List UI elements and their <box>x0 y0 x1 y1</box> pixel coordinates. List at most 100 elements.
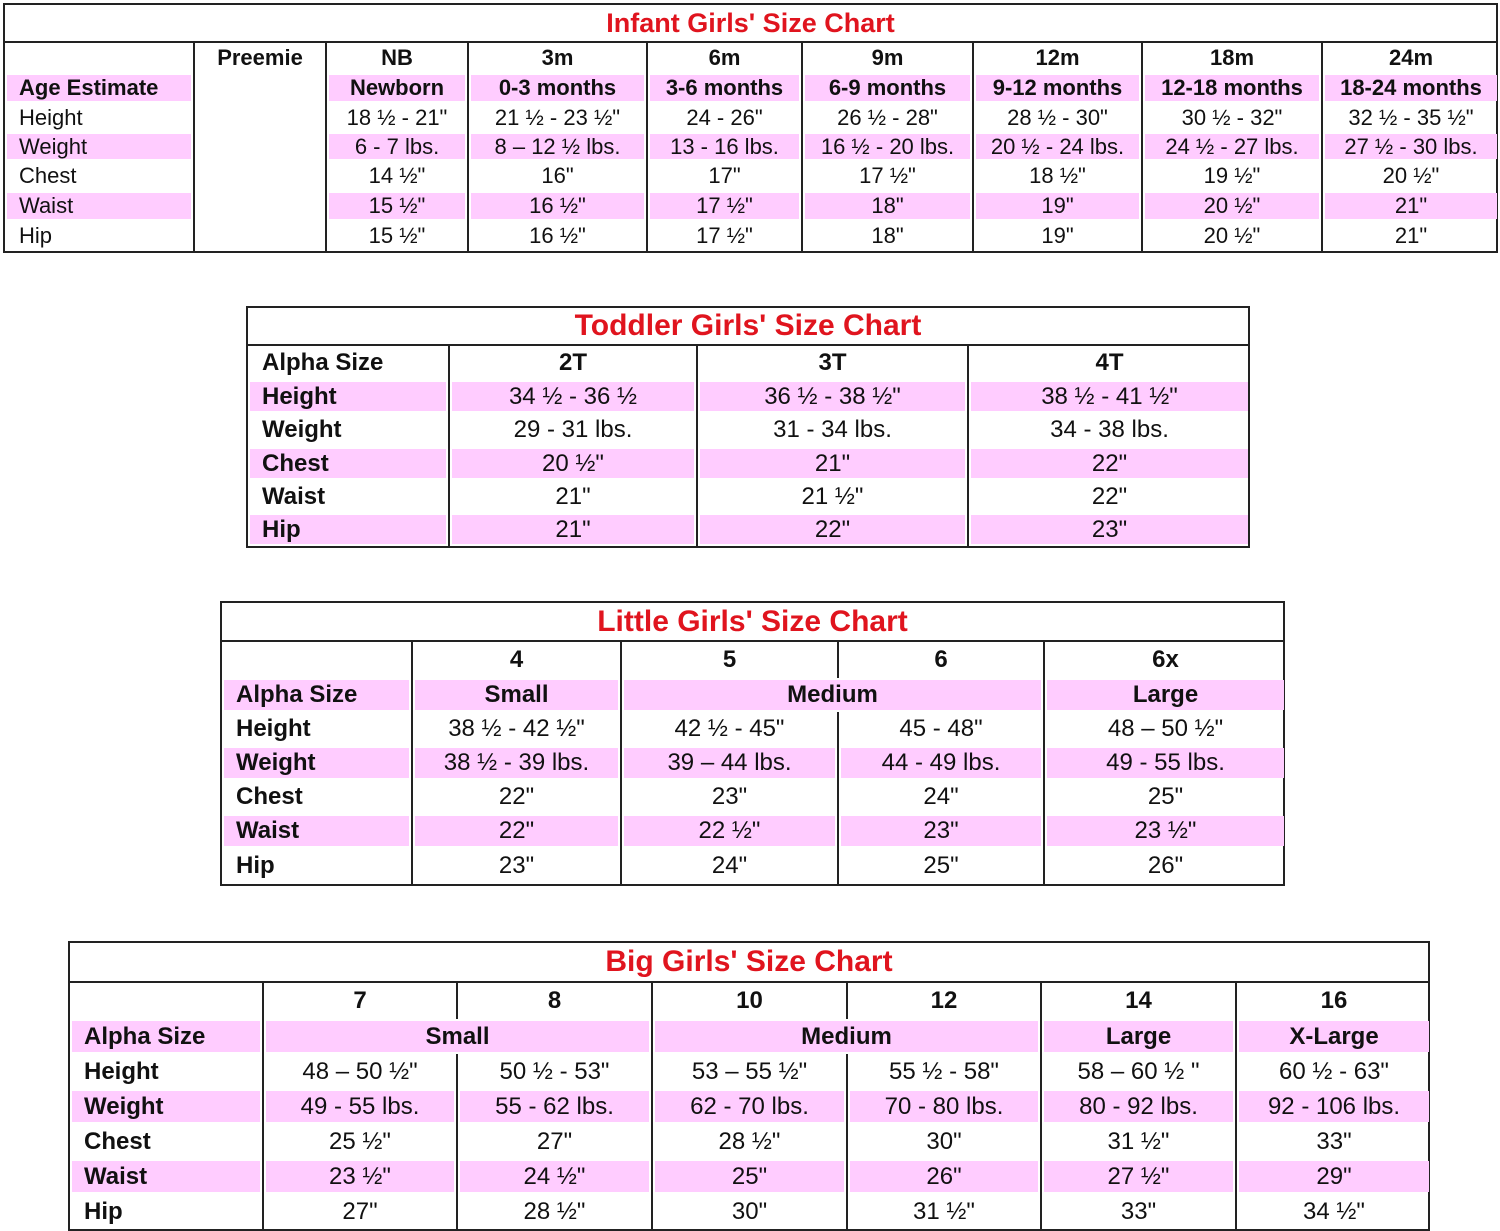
row-label: Alpha Size <box>70 1019 263 1054</box>
table-cell <box>193 161 326 191</box>
row-label: Chest <box>70 1124 263 1159</box>
table-cell: NB <box>325 43 468 73</box>
table-cell: 23 ½" <box>262 1159 457 1194</box>
row-label: Weight <box>70 1089 263 1124</box>
table-cell: 21" <box>1321 191 1499 221</box>
table-cell-text: 33" <box>1120 1198 1157 1225</box>
table-cell: 39 – 44 lbs. <box>620 746 838 780</box>
table-cell-text: 7 <box>353 987 367 1014</box>
row-label-text: Hip <box>236 852 275 879</box>
row-label-text: Chest <box>19 163 77 188</box>
table-cell: 30" <box>651 1194 847 1229</box>
table-cell: 80 - 92 lbs. <box>1040 1089 1236 1124</box>
table-cell: 33" <box>1040 1194 1236 1229</box>
table-cell-text: 30" <box>926 1128 962 1155</box>
table-cell-text: 17" <box>708 163 741 188</box>
table-cell: 17 ½" <box>801 161 973 191</box>
row-label: Weight <box>222 746 412 780</box>
table-cell: 25" <box>651 1159 847 1194</box>
table-cell-text: 4 <box>509 646 524 673</box>
table-cell-text: 49 - 55 lbs. <box>266 1091 454 1122</box>
table-cell: 24 ½ - 27 lbs. <box>1141 132 1322 161</box>
table-cell-text: 21 ½" <box>801 483 864 510</box>
table-cell-text: Medium <box>624 680 1041 710</box>
row-label: Height <box>5 103 194 132</box>
table-cell: X-Large <box>1235 1019 1431 1054</box>
table-cell: 20 ½" <box>1321 161 1499 191</box>
row-label-text: Waist <box>224 816 409 846</box>
table-cell-text: 19" <box>976 193 1139 219</box>
table-cell: 60 ½ - 63" <box>1235 1054 1431 1089</box>
table-cell: 26 ½ - 28" <box>801 103 973 132</box>
table-cell: 17 ½" <box>646 221 802 251</box>
table-cell: 12 <box>846 983 1041 1019</box>
table-cell-text: 16 ½" <box>529 223 586 248</box>
table-row: Alpha Size 2T 3T 4T <box>248 346 1250 380</box>
table-cell: 14 <box>1040 983 1236 1019</box>
table-cell: 29" <box>1235 1159 1431 1194</box>
table-cell: 23" <box>967 513 1250 546</box>
table-cell: 20 ½" <box>448 447 697 480</box>
table-cell: Newborn <box>325 73 468 103</box>
table-cell: 18 ½ - 21" <box>325 103 468 132</box>
table-cell: Large <box>1040 1019 1236 1054</box>
table-cell-text: 27" <box>536 1128 573 1155</box>
table-cell-text: 23 ½" <box>1047 816 1284 846</box>
row-label: Age Estimate <box>5 73 194 103</box>
table-cell: 6 <box>837 642 1044 678</box>
table-row: Alpha Size Small Medium Large <box>222 678 1286 712</box>
table-cell-text: 53 – 55 ½" <box>691 1058 808 1085</box>
table-cell: 3-6 months <box>646 73 802 103</box>
table-cell-text: 24" <box>711 852 748 879</box>
table-cell: 16 ½" <box>467 221 647 251</box>
row-label-text: Chest <box>250 449 446 478</box>
table-cell-text: 27 ½" <box>1044 1161 1233 1192</box>
table-cell-text: 55 - 62 lbs. <box>460 1091 649 1122</box>
table-cell-text: 20 ½" <box>1382 163 1440 188</box>
table-cell-text: 22" <box>498 783 535 810</box>
table-cell-text: 15 ½" <box>368 223 426 248</box>
table-cell-text: 2T <box>558 349 587 376</box>
table-cell: 8 <box>456 983 652 1019</box>
table-cell-text: 22" <box>700 515 965 544</box>
table-cell: 9-12 months <box>972 73 1142 103</box>
table-cell: 28 ½" <box>651 1124 847 1159</box>
table-cell-text: 6 - 7 lbs. <box>329 134 465 159</box>
table-cell: 20 ½" <box>1141 221 1322 251</box>
table-cell-text: 12m <box>1035 45 1080 70</box>
table-cell-text: 32 ½ - 35 ½" <box>1348 105 1474 130</box>
toddler-size-chart: Toddler Girls' Size Chart Alpha Size 2T 3T 4… <box>246 306 1250 548</box>
row-label: Weight <box>248 413 449 447</box>
table-cell: 27 ½ - 30 lbs. <box>1321 132 1499 161</box>
table-cell-text: Medium <box>655 1021 1038 1052</box>
chart-title: Toddler Girls' Size Chart <box>248 308 1248 346</box>
table-row: Waist 22" 22 ½" 23" 23 ½" <box>222 814 1286 848</box>
table-cell-text: 21" <box>1325 193 1497 219</box>
table-cell-text: NB <box>381 45 413 70</box>
table-row: Weight 6 - 7 lbs. 8 – 12 ½ lbs. 13 - 16 lbs… <box>5 132 1499 161</box>
table-cell-text: 21" <box>1394 223 1428 248</box>
little-size-chart: Little Girls' Size Chart 4 5 6 6x Alpha Size S… <box>220 601 1286 886</box>
table-cell-text: 80 - 92 lbs. <box>1044 1091 1233 1122</box>
table-cell-text: 16 <box>1320 987 1348 1014</box>
row-label-text: Weight <box>224 748 409 778</box>
table-cell-text: 27" <box>342 1198 378 1225</box>
table-row: Height 18 ½ - 21" 21 ½ - 23 ½" 24 - 26" 26 ½… <box>5 103 1499 132</box>
table-cell-text: 4T <box>1095 349 1124 376</box>
table-cell: 19" <box>972 221 1142 251</box>
table-cell: Large <box>1043 678 1286 712</box>
table-cell: 19 ½" <box>1141 161 1322 191</box>
table-cell: 28 ½ - 30" <box>972 103 1142 132</box>
table-cell: 21 ½" <box>696 480 968 513</box>
table-cell-text: 30 ½ - 32" <box>1181 105 1283 130</box>
row-label-text: Hip <box>250 515 446 544</box>
table-cell-text: 17 ½" <box>696 223 753 248</box>
table-cell-text: 48 – 50 ½" <box>302 1058 418 1085</box>
size-table: 4 5 6 6x Alpha Size Small Medium Large Height 38 … <box>222 642 1286 884</box>
row-label-text: Age Estimate <box>7 75 191 101</box>
table-cell: 7 <box>262 983 457 1019</box>
table-cell-text: 31 ½" <box>1107 1128 1170 1155</box>
table-cell-text: 21" <box>700 449 965 478</box>
row-label-text: Weight <box>7 134 191 159</box>
table-cell-text: 18" <box>871 223 904 248</box>
